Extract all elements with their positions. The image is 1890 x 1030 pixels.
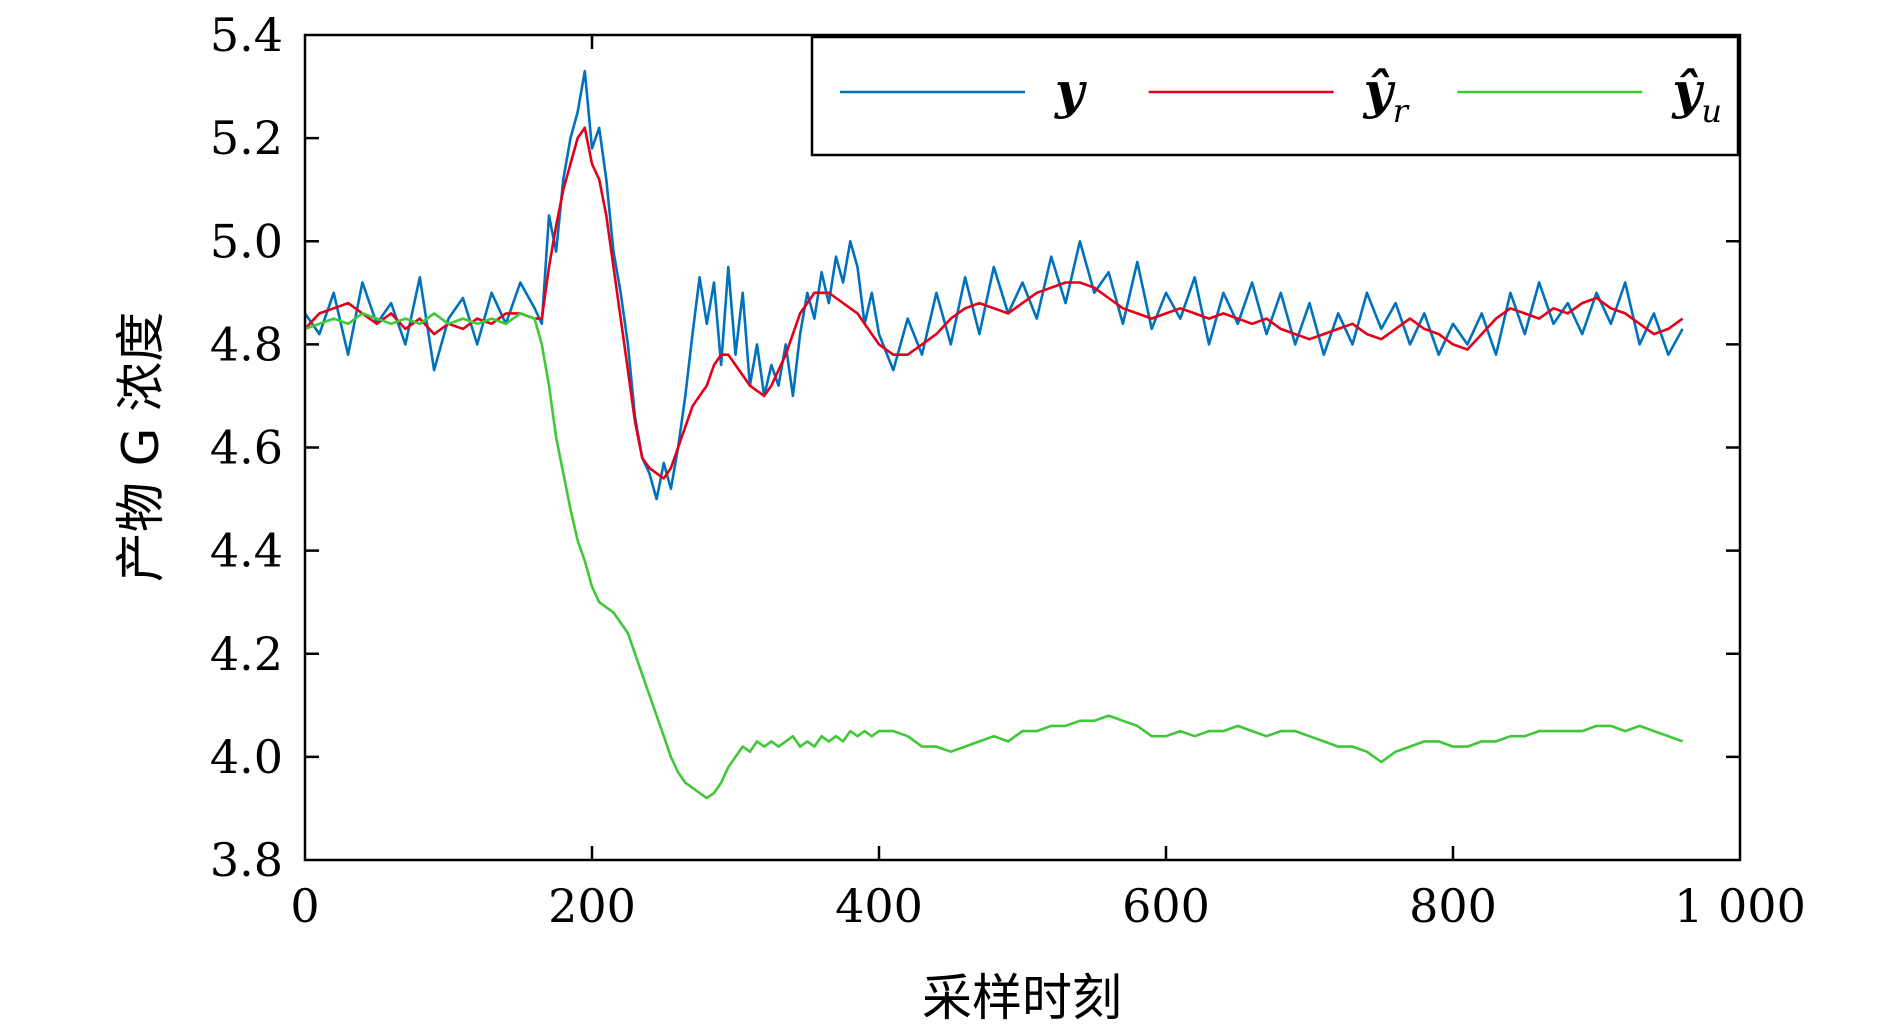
x-tick-label: 200 <box>548 879 636 933</box>
y-tick-label: 4.0 <box>210 730 283 784</box>
y-tick-label: 5.2 <box>210 111 283 165</box>
x-tick-label: 800 <box>1409 879 1497 933</box>
y-tick-label: 4.4 <box>210 524 283 578</box>
y-tick-label: 3.8 <box>210 833 283 887</box>
y-tick-label: 4.2 <box>210 627 283 681</box>
x-axis-title: 采样时刻 <box>922 969 1122 1027</box>
series-line-2 <box>304 126 1684 480</box>
x-tick-label: 1 000 <box>1674 879 1806 933</box>
y-tick-label: 4.6 <box>210 421 283 475</box>
y-tick-label: 5.4 <box>210 8 283 62</box>
x-tick-label: 0 <box>290 879 319 933</box>
y-tick-label: 4.8 <box>210 317 283 371</box>
plot-background <box>305 35 1740 860</box>
x-tick-label: 600 <box>1122 879 1210 933</box>
ticks-layer: 0 200 400 600 800 1 000 3.8 4.0 4.2 4.4 4.6 4.8 5.0 5… <box>210 8 1806 933</box>
series-layer <box>303 69 1684 800</box>
legend-box <box>810 35 1740 157</box>
series-line-3 <box>304 312 1684 800</box>
x-tick-label: 400 <box>835 879 923 933</box>
legend-label-1: y <box>1054 61 1087 120</box>
series-line-1 <box>303 69 1684 501</box>
legend: y ŷr ŷu <box>810 35 1740 157</box>
y-axis-title: 产物 G 浓度 <box>112 312 170 583</box>
y-tick-label: 5.0 <box>210 214 283 268</box>
